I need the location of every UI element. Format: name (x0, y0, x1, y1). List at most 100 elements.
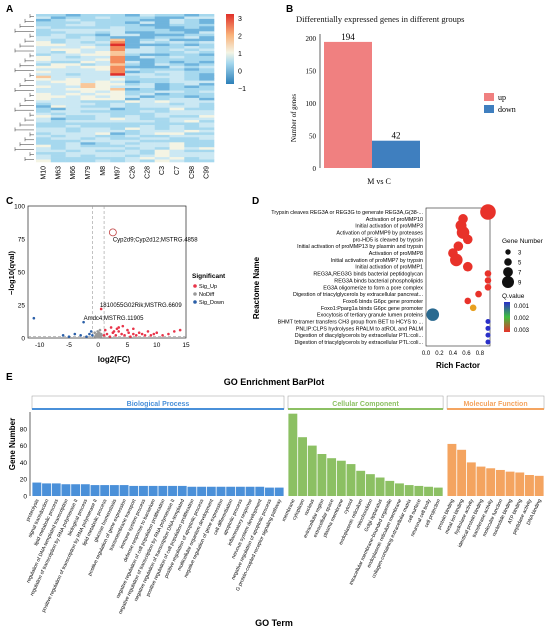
size-legend-dot (504, 258, 512, 266)
reactome-term-label: Foxo6 binds G6pc gene promoter (343, 299, 424, 305)
go-category-title: Molecular Function (463, 401, 527, 408)
heatmap-cell (169, 51, 185, 54)
heatmap-cell (65, 14, 81, 17)
go-bar (206, 486, 216, 496)
heatmap-cell (184, 21, 200, 25)
heatmap-cell (36, 117, 52, 121)
heatmap-cell (169, 48, 185, 52)
point-sig-up (140, 332, 144, 336)
heatmap-cell (50, 132, 66, 136)
heatmap-cell (184, 68, 200, 72)
heatmap-cell (80, 102, 96, 106)
heatmap-cell (184, 23, 200, 27)
reactome-dot (426, 308, 440, 321)
heatmap-cell (50, 36, 66, 39)
sample-label: M66 (70, 166, 77, 180)
heatmap-cell (154, 115, 170, 118)
heatmap-cell (154, 58, 170, 62)
heatmap-cell (154, 102, 170, 106)
point-sig-up (155, 331, 159, 335)
heatmap-cell (199, 65, 215, 69)
heatmap-cell (95, 159, 111, 163)
chart-c-xlabel: log2(FC) (98, 355, 131, 364)
go-bar (476, 466, 486, 496)
heatmap-cell (139, 112, 155, 116)
chart-e-ytick: 80 (20, 426, 28, 433)
chart-b-ytick: 50 (309, 133, 317, 141)
heatmap-cell (184, 28, 200, 32)
reactome-dot (485, 318, 491, 324)
heatmap-cell (199, 60, 215, 64)
heatmap-cell (169, 38, 185, 42)
heatmap-cell (154, 122, 170, 126)
heatmap-cell (80, 14, 96, 17)
heatmap-cell (184, 14, 200, 17)
heatmap-cell (65, 73, 81, 76)
heatmap-cell (199, 18, 215, 22)
go-bar (515, 472, 525, 496)
heatmap-cell (139, 117, 155, 121)
heatmap-cell (199, 21, 215, 25)
heatmap-cell (154, 90, 170, 94)
heatmap-cell (139, 129, 155, 133)
heatmap-cell (50, 120, 66, 123)
heatmap-cell (36, 144, 52, 148)
heatmap-cell (125, 122, 141, 126)
heatmap-cell (95, 18, 111, 22)
heatmap-cell (110, 41, 126, 44)
chart-b-xlabel: M vs C (367, 177, 391, 186)
heatmap-cell (95, 144, 111, 148)
heatmap-cell (110, 14, 126, 17)
heatmap-cell (184, 139, 200, 143)
heatmap-cell (169, 46, 185, 49)
reactome-dot (484, 277, 492, 284)
heatmap-cell (110, 88, 126, 91)
heatmap-cell (184, 41, 200, 44)
size-legend: 3 5 7 9 (502, 249, 522, 288)
chart-c-frame (27, 205, 187, 339)
bar-down-value: 42 (392, 131, 401, 141)
heatmap-cell (169, 149, 185, 153)
heatmap-cell (110, 38, 126, 42)
point-sig-down (89, 330, 93, 333)
heatmap-cell (65, 127, 81, 131)
heatmap-cell (184, 159, 200, 163)
heatmap-cell (95, 21, 111, 25)
point-sig-up (134, 334, 138, 337)
heatmap-cell (169, 43, 185, 47)
heatmap-cell (184, 78, 200, 81)
heatmap-cell (80, 75, 96, 79)
heatmap-cell (169, 159, 185, 163)
heatmap-cell (36, 122, 52, 126)
heatmap-cell (95, 139, 111, 143)
reactome-dot (469, 304, 477, 312)
heatmap-cell (139, 102, 155, 106)
sample-label: C28 (144, 166, 151, 179)
chart-d-xlabel: Rich Factor (436, 361, 480, 370)
heatmap-cell (154, 154, 170, 158)
heatmap-cell (50, 112, 66, 116)
heatmap-cell (65, 157, 81, 160)
heatmap-cell (95, 83, 111, 86)
heatmap-cell (36, 78, 52, 81)
heatmap-cell (125, 83, 141, 86)
heatmap-cell (199, 132, 215, 136)
go-bar (457, 449, 467, 496)
heatmap-cell (199, 157, 215, 160)
heatmap-cell (154, 23, 170, 27)
heatmap-cell (110, 102, 126, 106)
heatmap-cell (36, 147, 52, 150)
heatmap-cell (139, 65, 155, 69)
point-sig-up (126, 328, 129, 332)
heatmap-cell (95, 147, 111, 150)
heatmap-cell (65, 90, 81, 94)
heatmap-cell (184, 36, 200, 39)
color-scale-bar (226, 14, 234, 84)
heatmap-cell (125, 73, 141, 76)
point-sig-up (132, 332, 135, 336)
heatmap-cell (169, 142, 185, 146)
heatmap-cell (36, 28, 52, 32)
sample-label: C7 (174, 166, 181, 175)
heatmap-cell (154, 60, 170, 64)
heatmap-cell (154, 65, 170, 69)
